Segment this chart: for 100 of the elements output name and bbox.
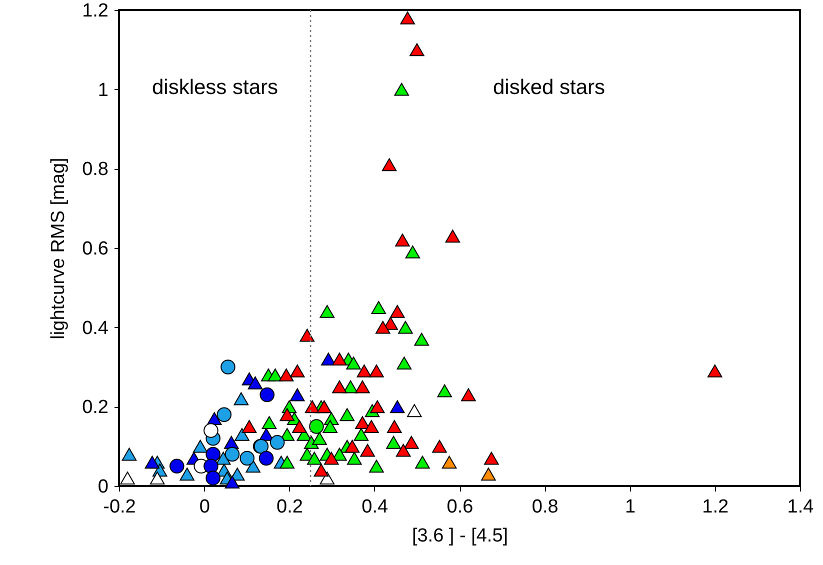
point (360, 444, 375, 457)
point (270, 434, 285, 450)
point (204, 423, 218, 438)
point (324, 452, 339, 465)
point (260, 387, 275, 402)
point (290, 388, 305, 402)
point (396, 444, 411, 457)
point (382, 158, 397, 172)
point (355, 416, 370, 429)
point (314, 464, 329, 477)
point (386, 420, 402, 433)
x-tick-label: -0.2 (103, 496, 136, 518)
point (150, 472, 165, 485)
point (120, 472, 135, 485)
y-tick-label: 0.2 (82, 397, 108, 418)
point (415, 456, 430, 469)
point (369, 460, 384, 473)
point (404, 436, 419, 449)
point (290, 364, 305, 378)
point (122, 448, 137, 461)
point (292, 420, 307, 433)
x-tick-label: 0.8 (532, 496, 558, 518)
point (322, 420, 338, 433)
point (406, 404, 422, 418)
point (356, 364, 372, 378)
point (390, 305, 405, 318)
point (398, 320, 413, 334)
point (355, 380, 370, 394)
point (340, 408, 355, 422)
point (390, 400, 405, 414)
point (216, 452, 231, 465)
point (240, 450, 255, 466)
point (354, 428, 369, 441)
y-tick-label: 0.6 (82, 238, 108, 260)
point (224, 476, 240, 488)
point (346, 356, 361, 370)
point (386, 436, 401, 449)
point (707, 364, 722, 378)
point (280, 408, 295, 422)
point (258, 450, 274, 466)
x-tick-label: 0.4 (362, 496, 389, 518)
point (242, 420, 257, 433)
point (344, 440, 360, 453)
x-tick-label: 0.2 (276, 496, 303, 518)
point (144, 456, 160, 469)
point (395, 234, 410, 247)
point (442, 456, 457, 469)
point (410, 43, 424, 56)
point (396, 356, 412, 370)
point (248, 376, 263, 390)
point (332, 380, 347, 394)
x-axis-title: [3.6 ] - [4.5] (412, 526, 508, 546)
point (304, 400, 320, 414)
point (206, 446, 220, 462)
x-tick-label: 1.4 (787, 496, 814, 518)
point (169, 458, 184, 474)
point (262, 416, 277, 429)
point (484, 452, 499, 465)
y-tick-label: 0.8 (82, 159, 108, 180)
point (280, 456, 295, 469)
y-axis-title: lightcurve RMS [mag] (48, 158, 70, 340)
point (300, 328, 315, 342)
y-tick-label: 1.2 (82, 0, 108, 22)
point (220, 360, 236, 374)
annotation: disked stars (492, 76, 606, 99)
point (394, 82, 410, 96)
point (206, 470, 220, 486)
point (437, 384, 452, 398)
y-tick-label: 1 (98, 80, 108, 101)
point (309, 419, 324, 434)
x-tick-label: 1.2 (702, 496, 729, 518)
point (180, 468, 194, 481)
point (432, 440, 447, 453)
x-tick-label: 1 (624, 496, 636, 518)
y-tick-label: 0.4 (82, 318, 109, 339)
point (234, 428, 250, 441)
point (445, 230, 460, 243)
point (405, 246, 420, 258)
point (375, 320, 390, 334)
annotation: diskless stars (152, 76, 278, 99)
point (216, 407, 232, 422)
point (320, 305, 335, 318)
point (234, 392, 249, 406)
point (400, 11, 415, 24)
point (369, 364, 384, 378)
point (224, 446, 240, 462)
point (268, 368, 283, 382)
point (346, 452, 362, 465)
point (312, 432, 327, 445)
point (370, 400, 385, 414)
x-tick-label: 0 (199, 496, 210, 518)
point (364, 420, 379, 433)
point (316, 400, 332, 414)
point (278, 368, 294, 382)
point (481, 468, 496, 481)
point (371, 301, 386, 314)
point (246, 460, 260, 473)
point (306, 452, 322, 465)
point (461, 388, 476, 402)
point (321, 352, 336, 366)
